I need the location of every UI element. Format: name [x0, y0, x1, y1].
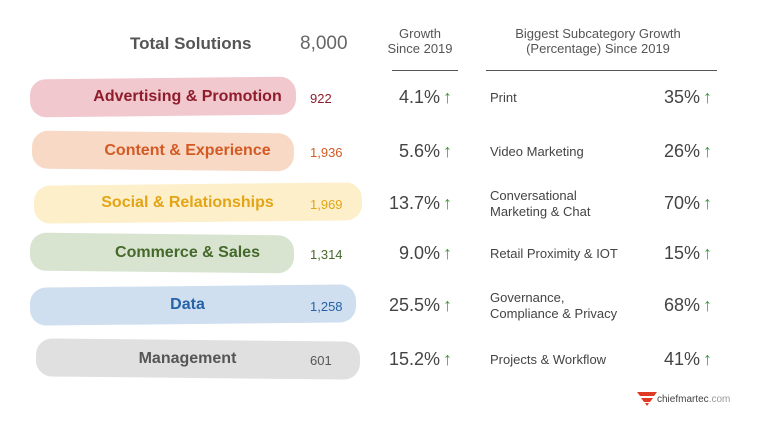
subcategory-line1: Video Marketing: [490, 144, 584, 159]
growth-value: 4.1%: [398, 87, 440, 107]
category-name: Management: [138, 350, 237, 367]
category-growth: 15.2% ↑: [386, 349, 452, 370]
subcategory-line2: Compliance & Privacy: [490, 306, 618, 321]
up-arrow-icon: ↑: [443, 349, 452, 369]
subcategory-growth-value: 26%: [663, 141, 700, 161]
subcategory-growth-value: 41%: [663, 349, 700, 369]
category-count: 601: [310, 353, 332, 368]
subcategory-name: Retail Proximity & IOT: [490, 246, 618, 262]
growth-header-line1: Growth: [399, 26, 441, 41]
subcategory-growth-value: 68%: [663, 295, 700, 315]
subcategory-growth-value: 35%: [663, 87, 700, 107]
subcategory-line1: Conversational: [490, 188, 577, 203]
subcategory-growth: 70% ↑: [648, 193, 712, 214]
subcategory-header-line2: (Percentage) Since 2019: [526, 41, 670, 56]
category-name: Social & Relationships: [101, 194, 274, 211]
subcategory-line2: Marketing & Chat: [490, 204, 591, 219]
category-count: 1,258: [310, 299, 343, 314]
growth-value: 15.2%: [388, 349, 440, 369]
up-arrow-icon: ↑: [703, 141, 712, 161]
subcategory-growth: 35% ↑: [648, 87, 712, 108]
category-name: Content & Experience: [104, 142, 271, 159]
category-growth: 5.6% ↑: [386, 141, 452, 162]
up-arrow-icon: ↑: [703, 87, 712, 107]
category-growth: 4.1% ↑: [386, 87, 452, 108]
logo-brand: chiefmartec: [657, 394, 709, 405]
subcategory-name: Projects & Workflow: [490, 352, 606, 368]
category-growth: 13.7% ↑: [386, 193, 452, 214]
growth-value: 9.0%: [398, 243, 440, 263]
category-name: Data: [170, 296, 205, 313]
up-arrow-icon: ↑: [443, 193, 452, 213]
subcategory-name: Print: [490, 90, 517, 106]
total-solutions-value: 8,000: [300, 33, 348, 54]
category-count: 922: [310, 91, 332, 106]
subcategory-header-line1: Biggest Subcategory Growth: [515, 26, 681, 41]
up-arrow-icon: ↑: [703, 349, 712, 369]
subcategory-line1: Print: [490, 90, 517, 105]
subcategory-growth-value: 15%: [663, 243, 700, 263]
up-arrow-icon: ↑: [703, 243, 712, 263]
up-arrow-icon: ↑: [443, 295, 452, 315]
subcategory-growth: 68% ↑: [648, 295, 712, 316]
category-count: 1,936: [310, 145, 343, 160]
up-arrow-icon: ↑: [443, 243, 452, 263]
growth-value: 13.7%: [388, 193, 440, 213]
category-name: Advertising & Promotion: [93, 88, 282, 105]
subcategory-line1: Projects & Workflow: [490, 352, 607, 367]
logo-domain: .com: [708, 394, 731, 405]
category-name: Commerce & Sales: [115, 244, 260, 261]
subcategory-growth: 15% ↑: [648, 243, 712, 264]
growth-header-line2: Since 2019: [387, 41, 453, 56]
subcategory-growth: 41% ↑: [648, 349, 712, 370]
subcategory-name: Governance, Compliance & Privacy: [490, 290, 617, 322]
subcategory-line1: Retail Proximity & IOT: [490, 246, 618, 261]
chiefmartec-logo-icon: [637, 392, 657, 406]
subcategory-column-header: Biggest Subcategory Growth (Percentage) …: [487, 26, 709, 56]
category-count: 1,314: [310, 247, 343, 262]
total-solutions-label: Total Solutions: [130, 34, 252, 53]
growth-value: 25.5%: [388, 295, 440, 315]
growth-header-rule: [392, 70, 458, 71]
subcategory-name: Conversational Marketing & Chat: [490, 188, 590, 220]
up-arrow-icon: ↑: [443, 87, 452, 107]
category-growth: 9.0% ↑: [386, 243, 452, 264]
subcategory-growth-value: 70%: [663, 193, 700, 213]
chiefmartec-logo: chiefmartec.com: [657, 394, 730, 405]
growth-value: 5.6%: [398, 141, 440, 161]
subcategory-line1: Governance,: [490, 290, 565, 305]
up-arrow-icon: ↑: [703, 295, 712, 315]
category-count: 1,969: [310, 197, 343, 212]
subcategory-name: Video Marketing: [490, 144, 584, 160]
subcategory-header-rule: [486, 70, 717, 71]
up-arrow-icon: ↑: [703, 193, 712, 213]
category-growth: 25.5% ↑: [386, 295, 452, 316]
up-arrow-icon: ↑: [443, 141, 452, 161]
growth-column-header: Growth Since 2019: [380, 26, 460, 56]
subcategory-growth: 26% ↑: [648, 141, 712, 162]
